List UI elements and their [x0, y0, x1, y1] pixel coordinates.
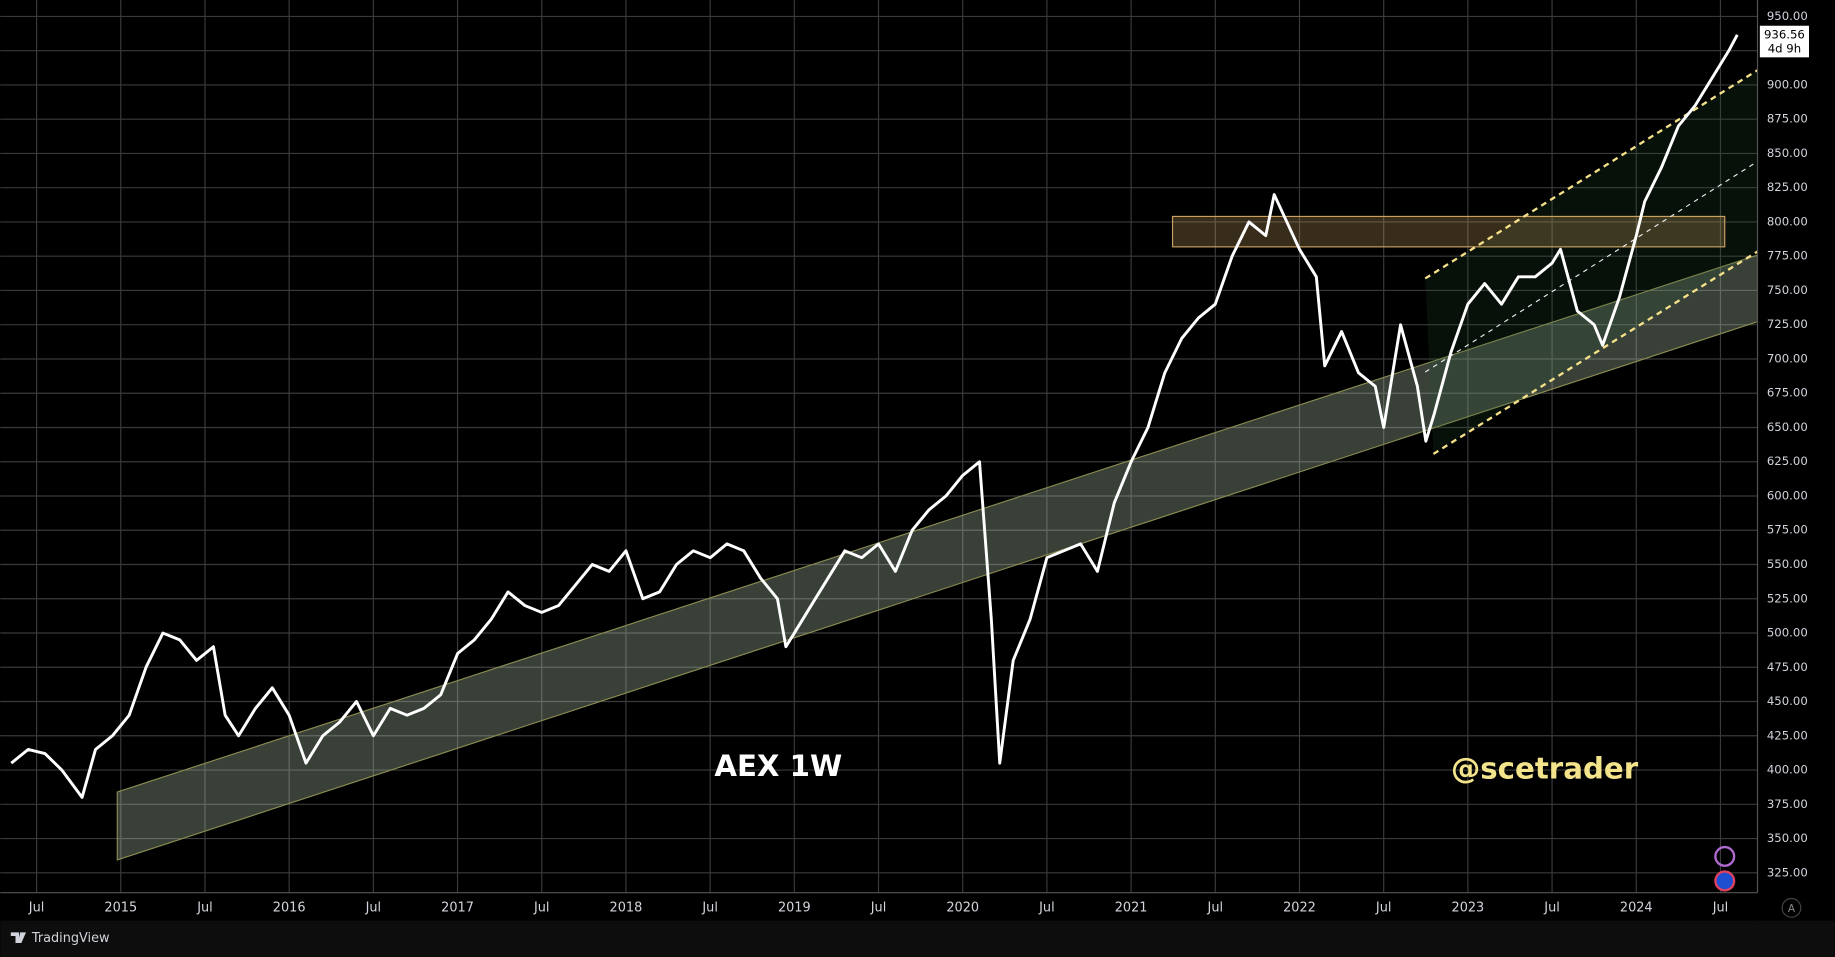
- y-tick-label: 325.00: [1767, 865, 1808, 879]
- x-tick-label: 2020: [946, 900, 979, 915]
- event-icon[interactable]: [1714, 870, 1736, 892]
- x-tick-label: Jul: [365, 900, 382, 915]
- x-tick-label: Jul: [1543, 900, 1560, 915]
- x-tick-label: Jul: [1375, 900, 1392, 915]
- channel-middle: [1424, 160, 1758, 373]
- x-tick-label: Jul: [1207, 900, 1224, 915]
- y-tick-label: 450.00: [1767, 694, 1808, 708]
- y-tick-label: 425.00: [1767, 728, 1808, 742]
- grid: [0, 0, 1758, 893]
- y-tick-label: 400.00: [1767, 763, 1808, 777]
- last-price: 936.56: [1764, 28, 1805, 42]
- x-tick-label: 2018: [610, 900, 643, 915]
- auto-scale[interactable]: [1781, 897, 1802, 918]
- y-axis: 325.00 350.00 375.00 400.00 425.00 450.00 475.…: [1767, 9, 1808, 879]
- y-tick-label: 575.00: [1767, 523, 1808, 537]
- y-tick-label: 525.00: [1767, 591, 1808, 605]
- resistance-zone: [1171, 215, 1726, 248]
- footer: [0, 920, 1835, 957]
- y-tick-label: 600.00: [1767, 488, 1808, 502]
- y-tick-label: 900.00: [1767, 77, 1808, 91]
- x-tick-label: Jul: [28, 900, 45, 915]
- brand-logo: [10, 932, 27, 943]
- x-tick-label: Jul: [533, 900, 550, 915]
- price-line: [10, 34, 1739, 799]
- brand-name: TradingView: [31, 931, 110, 946]
- price-layer: [10, 34, 1739, 799]
- x-tick-label: Jul: [196, 900, 213, 915]
- y-tick-label: 700.00: [1767, 351, 1808, 365]
- y-tick-label: 500.00: [1767, 626, 1808, 640]
- x-tick-label: Jul: [870, 900, 887, 915]
- y-tick-label: 475.00: [1767, 660, 1808, 674]
- y-tick-label: 775.00: [1767, 249, 1808, 263]
- y-tick-label: 800.00: [1767, 214, 1808, 228]
- x-tick-label: 2021: [1115, 900, 1148, 915]
- alert-icon[interactable]: [1714, 845, 1736, 867]
- x-tick-label: 2022: [1283, 900, 1316, 915]
- y-tick-label: 850.00: [1767, 146, 1808, 160]
- x-tick-label: 2017: [441, 900, 474, 915]
- y-tick-label: 375.00: [1767, 797, 1808, 811]
- x-tick-label: Jul: [1038, 900, 1055, 915]
- channel-lower: [1432, 250, 1759, 455]
- x-tick-label: Jul: [701, 900, 718, 915]
- time-axis: [0, 892, 1835, 921]
- y-tick-label: 650.00: [1767, 420, 1808, 434]
- y-tick-label: 825.00: [1767, 180, 1808, 194]
- y-tick-label: 550.00: [1767, 557, 1808, 571]
- x-tick-label: 2015: [104, 900, 137, 915]
- x-tick-label: 2024: [1620, 900, 1653, 915]
- price-axis: [1757, 0, 1835, 921]
- x-tick-label: Jul: [1712, 900, 1729, 915]
- y-tick-label: 750.00: [1767, 283, 1808, 297]
- x-axis: Jul 2015 Jul 2016 Jul 2017 Jul 2018 Jul 2019 Jul 20…: [28, 900, 1728, 915]
- channel-upper: [1424, 69, 1759, 280]
- rising-channel: [1425, 70, 1758, 454]
- auto-scale-label[interactable]: A: [1788, 903, 1796, 915]
- y-tick-label: 350.00: [1767, 831, 1808, 845]
- x-tick-label: 2023: [1452, 900, 1485, 915]
- countdown: 4d 9h: [1768, 42, 1801, 56]
- y-tick-label: 625.00: [1767, 454, 1808, 468]
- x-tick-label: 2019: [778, 900, 811, 915]
- y-tick-label: 950.00: [1767, 9, 1808, 23]
- x-tick-label: 2016: [273, 900, 306, 915]
- y-tick-label: 875.00: [1767, 112, 1808, 126]
- y-tick-label: 675.00: [1767, 386, 1808, 400]
- last-price-box: [1759, 25, 1809, 58]
- author-label: @scetrader: [1451, 751, 1639, 785]
- chart-label: AEX 1W: [714, 749, 842, 783]
- y-tick-label: 725.00: [1767, 317, 1808, 331]
